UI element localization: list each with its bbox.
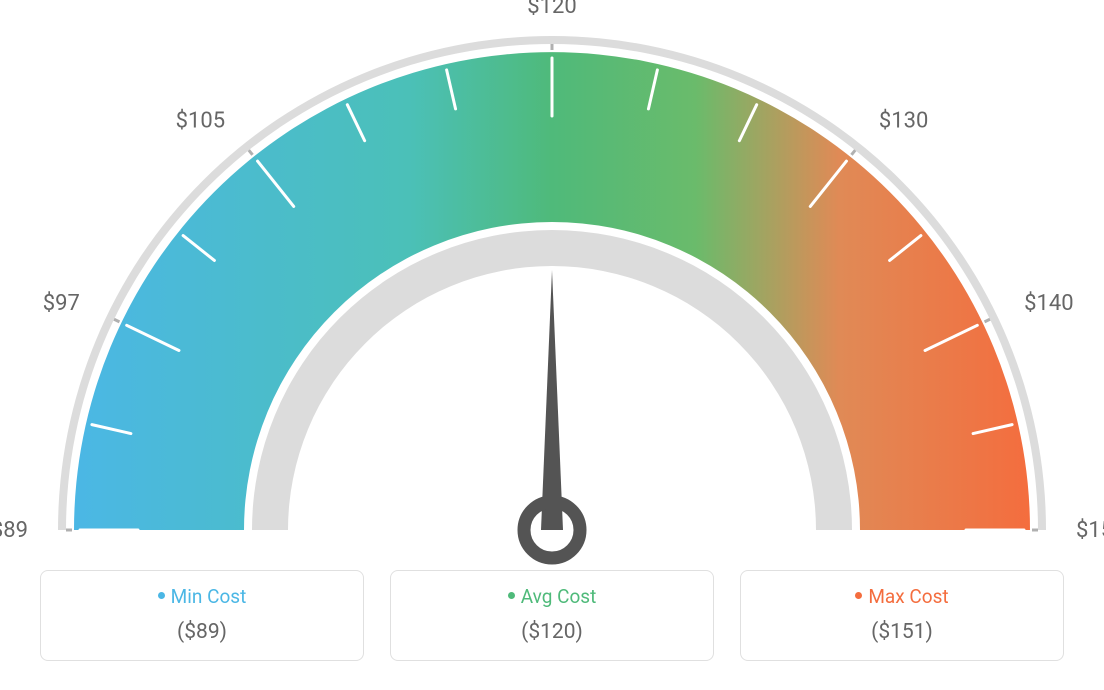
legend-avg-value: ($120) — [401, 620, 703, 644]
gauge-tick-outer — [985, 319, 990, 322]
legend-avg-title: Avg Cost — [401, 585, 703, 608]
gauge-tick-outer — [851, 150, 855, 155]
gauge-tick-label: $97 — [43, 291, 80, 316]
legend-max-label: Max Cost — [868, 585, 948, 608]
gauge-chart-container: $89 $97 $105 $120 $130 $140 $151 Min Cost ($89… — [0, 0, 1104, 690]
dot-icon — [855, 592, 862, 599]
legend-avg-label: Avg Cost — [521, 585, 597, 608]
gauge-tick-label: $130 — [879, 108, 928, 133]
gauge-tick-outer — [249, 150, 253, 155]
legend-min-label: Min Cost — [171, 585, 247, 608]
gauge-tick-label: $89 — [0, 518, 28, 543]
gauge-tick-label: $120 — [527, 0, 576, 19]
gauge-tick-label: $151 — [1076, 518, 1104, 543]
legend-max-title: Max Cost — [751, 585, 1053, 608]
legend-max-value: ($151) — [751, 620, 1053, 644]
gauge-svg: $89 $97 $105 $120 $130 $140 $151 — [0, 0, 1104, 570]
legend-min-value: ($89) — [51, 620, 353, 644]
gauge-area: $89 $97 $105 $120 $130 $140 $151 — [0, 0, 1104, 570]
legend-row: Min Cost ($89) Avg Cost ($120) Max Cost … — [0, 570, 1104, 661]
gauge-tick-outer — [114, 319, 119, 322]
legend-card-min: Min Cost ($89) — [40, 570, 364, 661]
legend-card-avg: Avg Cost ($120) — [390, 570, 714, 661]
legend-min-title: Min Cost — [51, 585, 353, 608]
gauge-tick-label: $140 — [1024, 291, 1073, 316]
dot-icon — [158, 592, 165, 599]
gauge-needle — [541, 270, 563, 530]
legend-card-max: Max Cost ($151) — [740, 570, 1064, 661]
dot-icon — [508, 592, 515, 599]
gauge-tick-label: $105 — [176, 108, 225, 133]
